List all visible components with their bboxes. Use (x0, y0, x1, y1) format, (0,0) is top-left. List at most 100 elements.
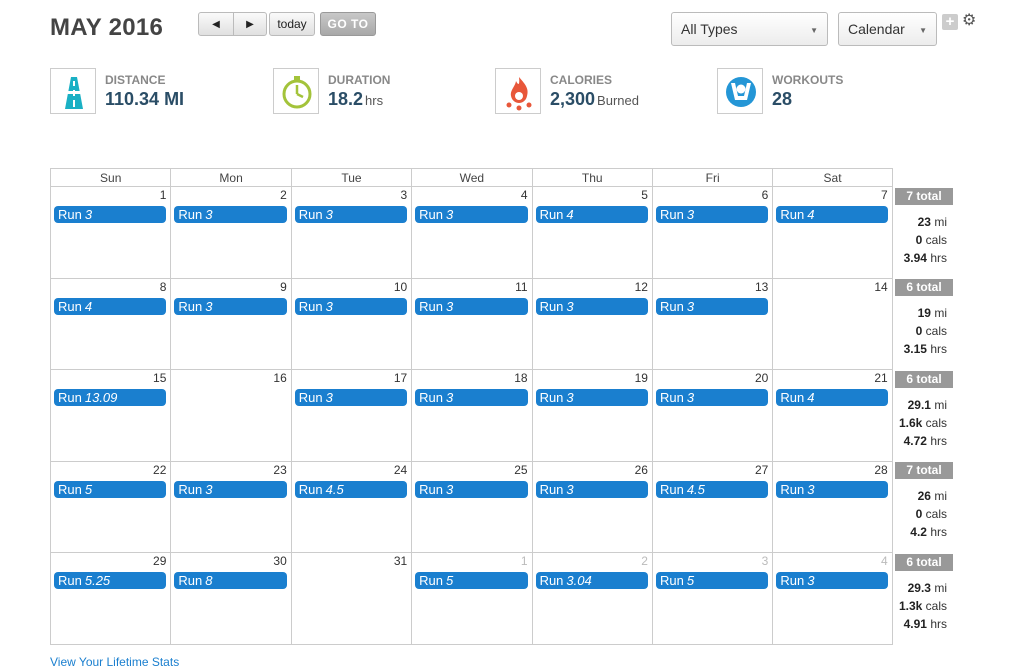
workout-event[interactable]: Run 4 (776, 206, 888, 223)
day-cell[interactable]: 19 Run 3 (531, 370, 652, 462)
event-distance: 3.04 (566, 573, 592, 589)
day-cell[interactable]: 22 Run 5 (50, 461, 171, 554)
week-total-badge[interactable]: 7 total (895, 462, 953, 480)
workout-event[interactable]: Run 3 (294, 206, 408, 223)
workout-event[interactable]: Run 4 (54, 297, 167, 315)
workout-event[interactable]: Run 4 (776, 389, 888, 407)
add-icon[interactable]: + (942, 14, 958, 30)
day-cell[interactable]: 29 Run 5.25 (50, 553, 171, 645)
day-cell[interactable]: 9 Run 3 (170, 278, 291, 371)
day-number: 11 (515, 279, 528, 294)
week-total-badge[interactable]: 7 total (895, 187, 953, 205)
week-total: 6 total 29.3 mi 1.3k cals 4.91 hrs (895, 553, 953, 633)
event-type: Run (539, 390, 564, 406)
dropdown-arrow-icon: ▼ (810, 26, 818, 35)
workout-event[interactable]: Run 3 (415, 206, 528, 223)
day-cell[interactable]: 26 Run 3 (531, 461, 652, 554)
day-number: 12 (634, 279, 648, 294)
workout-event[interactable]: Run 3 (776, 572, 888, 590)
week-total-mi: 19 mi (917, 306, 947, 321)
workout-event[interactable]: Run 3 (415, 389, 528, 407)
day-cell[interactable]: 8 Run 4 (50, 278, 171, 371)
workout-event[interactable]: Run 3 (294, 389, 408, 407)
workout-event[interactable]: Run 4.5 (294, 480, 408, 498)
day-cell[interactable]: 31 (290, 553, 412, 645)
workout-event[interactable]: Run 8 (174, 572, 287, 590)
day-cell[interactable]: 11 Run 3 (411, 278, 532, 371)
day-cell[interactable]: 12 Run 3 (531, 278, 652, 371)
day-cell[interactable]: 2 Run 3.04 (531, 553, 652, 645)
day-cell[interactable]: 24 Run 4.5 (290, 461, 412, 554)
workout-event[interactable]: Run 3 (415, 480, 528, 498)
prev-month-button[interactable]: ◀ (198, 12, 234, 36)
day-cell[interactable]: 30 Run 8 (170, 553, 291, 645)
workout-event[interactable]: Run 5 (655, 572, 769, 590)
today-button[interactable]: today (269, 12, 315, 36)
event-type: Run (539, 298, 564, 314)
day-cell[interactable]: 3 Run 3 (290, 187, 412, 279)
workout-event[interactable]: Run 4 (535, 206, 648, 223)
day-cell[interactable]: 10 Run 3 (290, 278, 412, 371)
day-cell[interactable]: 23 Run 3 (170, 461, 291, 554)
workout-event[interactable]: Run 5.25 (54, 572, 167, 590)
day-cell[interactable]: 3 Run 5 (651, 553, 773, 645)
stat-value: 18.2 hrs (328, 89, 384, 109)
workout-event[interactable]: Run 3 (415, 297, 528, 315)
day-number: 7 (881, 188, 888, 202)
workout-event[interactable]: Run 3.04 (535, 572, 648, 590)
workout-event[interactable]: Run 3 (655, 297, 769, 315)
day-cell[interactable]: 13 Run 3 (651, 278, 773, 371)
workout-event[interactable]: Run 3 (655, 389, 769, 407)
day-number: 25 (514, 462, 528, 477)
week-total-badge[interactable]: 6 total (895, 370, 953, 388)
event-distance: 3 (325, 390, 333, 406)
types-select[interactable]: All Types ▼ (671, 12, 828, 46)
workout-event[interactable]: Run 3 (174, 206, 287, 223)
week-total-badge[interactable]: 6 total (895, 553, 953, 571)
workout-event[interactable]: Run 4.5 (655, 480, 769, 498)
day-cell[interactable]: 15 Run 13.09 (50, 370, 171, 462)
next-month-button[interactable]: ▶ (233, 12, 267, 36)
gear-icon[interactable]: ⚙ (962, 12, 977, 29)
day-cell[interactable]: 4 Run 3 (411, 187, 532, 279)
workout-event[interactable]: Run 3 (776, 480, 888, 498)
day-number: 29 (153, 554, 167, 569)
day-cell[interactable]: 27 Run 4.5 (651, 461, 773, 554)
event-distance: 4 (807, 390, 815, 406)
workout-event[interactable]: Run 3 (294, 297, 408, 315)
workout-event[interactable]: Run 3 (174, 480, 287, 498)
day-cell[interactable]: 1 Run 5 (411, 553, 532, 645)
workout-event[interactable]: Run 5 (415, 572, 528, 590)
day-cell[interactable]: 4 Run 3 (772, 553, 893, 645)
workout-event[interactable]: Run 3 (655, 206, 769, 223)
day-cell[interactable]: 28 Run 3 (772, 461, 893, 554)
day-cell[interactable]: 2 Run 3 (170, 187, 291, 279)
workout-event[interactable]: Run 3 (535, 480, 648, 498)
day-cell[interactable]: 16 (170, 370, 291, 462)
event-distance: 4.5 (686, 481, 705, 497)
lifetime-stats-link[interactable]: View Your Lifetime Stats (50, 655, 180, 668)
view-select[interactable]: Calendar ▼ (838, 12, 937, 46)
day-number: 2 (280, 188, 287, 202)
day-cell[interactable]: 21 Run 4 (772, 370, 893, 462)
day-cell[interactable]: 5 Run 4 (531, 187, 652, 279)
day-cell[interactable]: 20 Run 3 (651, 370, 773, 462)
day-cell[interactable]: 17 Run 3 (290, 370, 412, 462)
workout-event[interactable]: Run 3 (174, 297, 287, 315)
workout-event[interactable]: Run 5 (54, 480, 167, 498)
day-cell[interactable]: 7 Run 4 (772, 187, 893, 279)
workout-event[interactable]: Run 3 (535, 297, 648, 315)
day-number: 24 (393, 462, 408, 477)
workout-event[interactable]: Run 3 (54, 206, 167, 223)
event-type: Run (780, 390, 805, 406)
week-total-badge[interactable]: 6 total (895, 279, 953, 297)
week-total-hrs: 4.91 hrs (903, 616, 947, 631)
workout-event[interactable]: Run 13.09 (54, 389, 167, 407)
day-cell[interactable]: 18 Run 3 (411, 370, 532, 462)
day-cell[interactable]: 14 (772, 278, 893, 371)
day-cell[interactable]: 1 Run 3 (50, 187, 171, 279)
workout-event[interactable]: Run 3 (535, 389, 648, 407)
day-cell[interactable]: 6 Run 3 (651, 187, 773, 279)
goto-button[interactable]: GO TO (320, 12, 376, 36)
day-cell[interactable]: 25 Run 3 (411, 461, 532, 554)
